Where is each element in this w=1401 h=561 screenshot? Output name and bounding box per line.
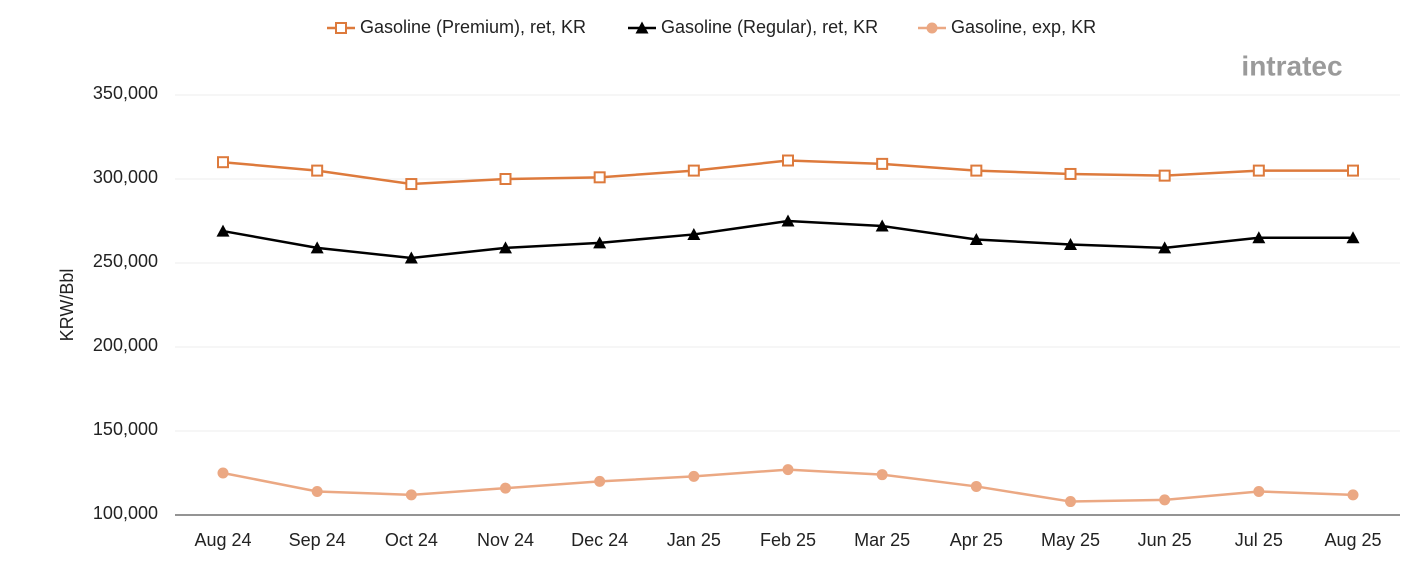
x-tick-label: May 25 <box>1041 530 1100 550</box>
marker <box>876 157 889 170</box>
marker <box>217 467 229 479</box>
marker <box>970 164 983 177</box>
marker <box>1064 238 1077 251</box>
marker <box>688 470 700 482</box>
y-tick-label: 350,000 <box>93 83 158 103</box>
marker <box>876 469 888 481</box>
marker <box>310 241 324 254</box>
x-tick-label: Aug 25 <box>1324 530 1381 550</box>
legend-marker <box>635 21 649 34</box>
x-tick-label: Jan 25 <box>667 530 721 550</box>
marker <box>1159 494 1171 506</box>
marker <box>1065 496 1076 508</box>
marker <box>594 475 606 487</box>
marker <box>1346 231 1360 244</box>
x-tick-label: Dec 24 <box>571 530 628 550</box>
marker <box>1347 489 1359 501</box>
marker <box>499 241 512 254</box>
marker <box>687 164 700 177</box>
y-tick-label: 100,000 <box>93 503 158 523</box>
x-tick-label: Sep 24 <box>289 530 346 550</box>
legend-marker <box>335 22 347 34</box>
x-tick-label: Aug 24 <box>194 530 251 550</box>
legend-label: Gasoline, exp, KR <box>951 17 1096 37</box>
logo: intratec <box>1241 50 1342 81</box>
y-tick-label: 200,000 <box>93 335 158 355</box>
x-tick-label: Feb 25 <box>760 530 816 550</box>
x-tick-label: Mar 25 <box>854 530 910 550</box>
marker <box>404 251 418 264</box>
series-line <box>222 219 1353 260</box>
marker <box>1252 231 1266 244</box>
marker <box>969 232 983 245</box>
marker <box>1158 241 1172 254</box>
marker <box>1253 485 1265 497</box>
y-tick-label: 250,000 <box>93 251 158 271</box>
marker <box>970 480 982 492</box>
marker <box>216 224 230 237</box>
marker <box>782 464 794 476</box>
marker <box>687 227 701 240</box>
y-tick-label: 150,000 <box>93 419 158 439</box>
marker <box>311 485 323 497</box>
marker <box>405 178 418 191</box>
x-tick-label: Oct 24 <box>385 530 438 550</box>
marker <box>311 164 324 177</box>
marker <box>1158 169 1171 182</box>
legend-marker <box>926 22 938 34</box>
legend-label: Gasoline (Premium), ret, KR <box>360 17 586 37</box>
marker <box>405 489 417 501</box>
marker <box>781 214 795 227</box>
marker <box>500 482 511 494</box>
y-tick-label: 300,000 <box>93 167 158 187</box>
marker <box>499 173 512 185</box>
marker <box>1347 164 1359 177</box>
marker <box>593 171 606 184</box>
marker <box>217 156 229 169</box>
marker <box>1252 164 1265 177</box>
x-tick-label: Nov 24 <box>477 530 534 550</box>
x-tick-label: Jul 25 <box>1235 530 1283 550</box>
x-tick-label: Apr 25 <box>950 530 1003 550</box>
marker <box>875 219 889 232</box>
legend-label: Gasoline (Regular), ret, KR <box>661 17 878 37</box>
x-tick-label: Jun 25 <box>1138 530 1192 550</box>
marker <box>1064 167 1077 180</box>
y-axis-label: KRW/Bbl <box>57 269 77 342</box>
marker <box>593 236 607 249</box>
marker <box>782 154 794 167</box>
